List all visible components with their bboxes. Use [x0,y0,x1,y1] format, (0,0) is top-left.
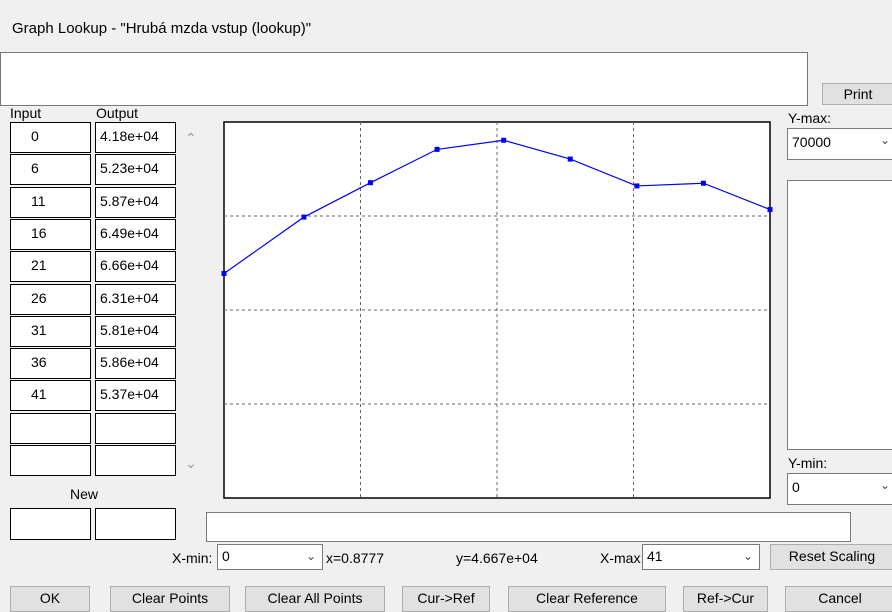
clear-all-points-button[interactable]: Clear All Points [245,586,385,612]
ymin-combo[interactable]: 0 ⌄ [787,473,892,505]
lookup-point [367,180,373,186]
input-cell[interactable]: 31 [10,315,91,347]
lookup-point [221,270,227,276]
clear-points-button[interactable]: Clear Points [110,586,230,612]
input-cell[interactable] [10,412,91,444]
input-cell[interactable] [10,445,91,476]
output-cell[interactable]: 4.18e+04 [95,122,176,153]
input-cell[interactable]: 11 [10,186,91,218]
scroll-up[interactable]: ⌃ [185,130,197,146]
output-cell[interactable]: 5.37e+04 [95,380,176,412]
input-cell[interactable]: 16 [10,218,91,250]
xmin-combo[interactable]: 0 ⌄ [217,544,323,570]
input-cell[interactable]: 36 [10,348,91,380]
output-cell[interactable]: 5.81e+04 [95,315,176,347]
ymin-value: 0 [792,479,800,495]
new-input[interactable] [10,508,91,540]
ymax-label: Y-max: [788,110,832,126]
xmin-label: X-min: [172,550,213,566]
comment-box[interactable] [0,52,808,106]
lookup-point [700,180,706,186]
lookup-point [501,137,507,143]
lookup-point [767,207,773,213]
reset-scaling-button[interactable]: Reset Scaling [770,544,892,570]
output-cell[interactable]: 6.66e+04 [95,251,176,283]
output-cell[interactable] [95,445,176,476]
lookup-point [301,214,307,220]
xmax-combo[interactable]: 41 ⌄ [642,544,760,570]
side-list[interactable] [787,180,892,450]
output-cell[interactable]: 6.49e+04 [95,218,176,250]
output-cell[interactable]: 5.86e+04 [95,348,176,380]
xmin-value: 0 [222,548,230,564]
ymax-value: 70000 [792,134,831,150]
print-button[interactable]: Print [822,83,892,105]
xmax-value: 41 [647,548,663,564]
cancel-button[interactable]: Cancel [785,586,892,612]
new-output[interactable] [95,508,176,540]
cur-ref-button[interactable]: Cur->Ref [402,586,490,612]
ok-button[interactable]: OK [10,586,90,612]
lookup-point [434,146,440,152]
input-cell[interactable]: 0 [10,122,91,153]
output-cell[interactable]: 5.87e+04 [95,186,176,218]
cursor-x: x=0.8777 [326,550,384,566]
ref-cur-button[interactable]: Ref->Cur [683,586,768,612]
lookup-point [634,183,640,189]
lookup-point [567,156,573,162]
input-cell[interactable]: 26 [10,283,91,315]
cursor-y: y=4.667e+04 [456,550,538,566]
graph [221,121,773,499]
input-cell[interactable]: 21 [10,251,91,283]
new-label: New [70,486,99,502]
input-header: Input [10,105,42,121]
input-cell[interactable]: 6 [10,154,91,186]
scroll-down[interactable]: ⌄ [185,455,197,471]
output-cell[interactable] [95,412,176,444]
status-box [206,512,851,542]
output-cell[interactable]: 6.31e+04 [95,283,176,315]
ymin-label: Y-min: [788,455,828,471]
clear-reference-button[interactable]: Clear Reference [508,586,666,612]
window-title: Graph Lookup - "Hrubá mzda vstup (lookup… [12,20,312,37]
output-cell[interactable]: 5.23e+04 [95,154,176,186]
xmax-label: X-max: [600,550,645,566]
input-cell[interactable]: 41 [10,380,91,412]
output-header: Output [96,105,139,121]
ymax-combo[interactable]: 70000 ⌄ [787,128,892,160]
